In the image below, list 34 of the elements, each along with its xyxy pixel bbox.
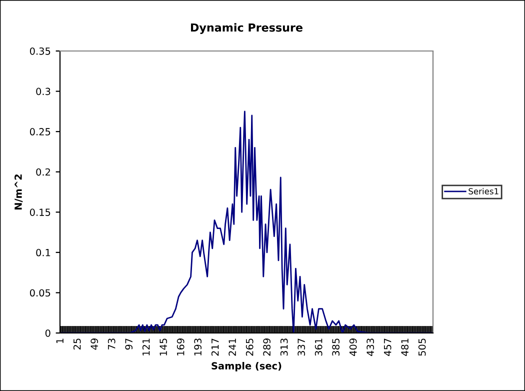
y-tick-label: 0 (45, 329, 50, 337)
x-tick-label: 361 (314, 338, 322, 356)
x-tick-label: 73 (108, 338, 116, 350)
x-tick-label: 169 (176, 338, 184, 356)
x-tick-label: 265 (246, 338, 254, 356)
x-tick-label: 241 (228, 338, 236, 356)
y-tick-label: 0.15 (30, 208, 50, 216)
x-tick-label: 433 (366, 338, 374, 356)
y-tick-label: 0.05 (30, 289, 50, 297)
x-tick-label: 385 (332, 338, 340, 356)
y-tick-label: 0.2 (36, 168, 50, 176)
x-tick-label: 457 (384, 338, 392, 356)
x-tick-label: 505 (418, 338, 426, 356)
x-tick-label: 145 (160, 338, 168, 356)
chart-title: Dynamic Pressure (191, 23, 302, 34)
x-tick-label: 1 (56, 338, 64, 343)
x-tick-label: 313 (280, 338, 288, 356)
y-axis-title: N/m^2 (14, 174, 23, 210)
x-tick-label: 337 (298, 338, 306, 356)
y-tick-label: 0.3 (36, 88, 50, 96)
legend-label: Series1 (468, 188, 498, 194)
x-axis-title: Sample (sec) (212, 362, 282, 372)
y-tick-label: 0.35 (30, 47, 50, 55)
x-tick-label: 289 (263, 338, 271, 356)
x-tick-label: 25 (73, 338, 81, 350)
x-tick-label: 409 (349, 338, 357, 356)
x-tick-label: 97 (125, 338, 133, 350)
x-tick-label: 49 (90, 338, 98, 350)
x-tick-label: 481 (401, 338, 409, 356)
y-tick-label: 0.25 (30, 128, 50, 136)
x-tick-label: 121 (142, 338, 150, 356)
x-tick-label: 193 (194, 338, 202, 356)
x-tick-label: 217 (211, 338, 219, 356)
y-tick-label: 0.1 (36, 248, 50, 256)
